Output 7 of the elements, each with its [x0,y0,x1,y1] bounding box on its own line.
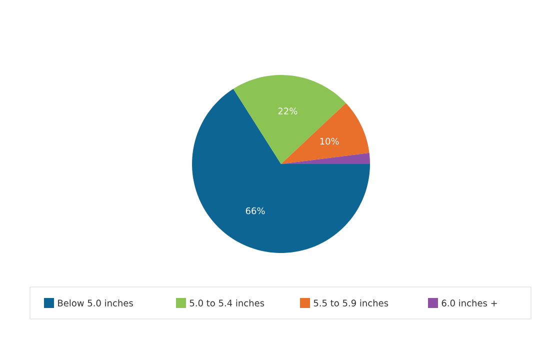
data-label: 66% [246,207,265,214]
legend-label: 5.0 to 5.4 inches [190,300,264,306]
data-label: 10% [320,138,339,145]
legend-label: 6.0 inches + [442,300,497,306]
legend-label: 5.5 to 5.9 inches [314,300,388,306]
data-label: 22% [278,108,298,114]
legend-label: Below 5.0 inches [58,300,133,306]
